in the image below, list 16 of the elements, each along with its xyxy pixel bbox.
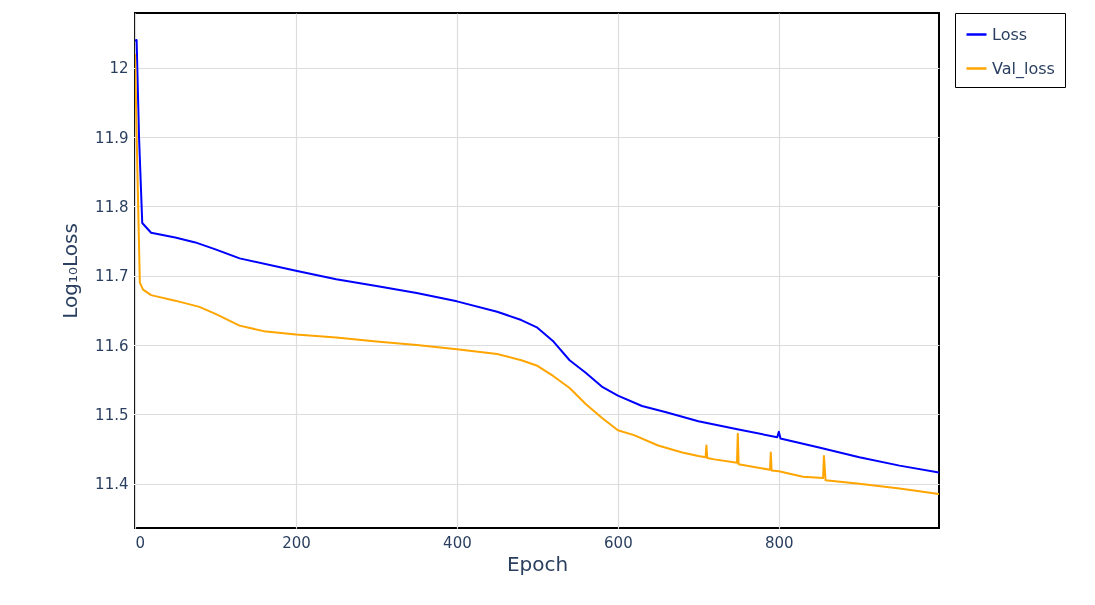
y-tick-label: 11.5	[95, 405, 129, 424]
x-tick-label: 0	[135, 533, 146, 552]
y-axis-title: Log₁₀Loss	[58, 223, 83, 319]
y-tick-label: 11.4	[95, 475, 129, 494]
x-tick-label: 400	[443, 533, 472, 552]
x-tick-label: 600	[604, 533, 633, 552]
y-tick-label: 11.7	[95, 267, 129, 286]
y-tick-label: 11.6	[95, 336, 129, 355]
y-tick-label: 11.8	[95, 197, 129, 216]
legend-label: Loss	[992, 24, 1028, 44]
x-axis-title: Epoch	[506, 551, 569, 576]
x-tick-label: 200	[282, 533, 311, 552]
y-tick-label: 12	[109, 59, 129, 78]
x-tick-label: 800	[765, 533, 794, 552]
y-tick-label: 11.9	[95, 128, 129, 147]
legend-label: Val_loss	[992, 58, 1055, 79]
